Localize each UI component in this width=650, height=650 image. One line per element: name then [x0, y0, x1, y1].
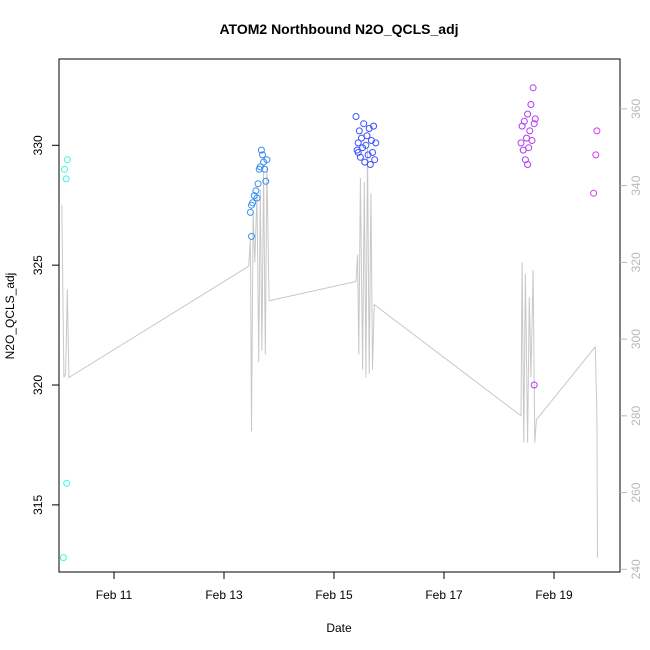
y-right-tick-label: 340	[629, 175, 643, 195]
data-point	[355, 127, 363, 135]
data-point	[531, 115, 539, 123]
data-point	[370, 122, 378, 130]
x-tick-label: Feb 15	[315, 588, 353, 602]
y-right-tick-label: 360	[629, 99, 643, 119]
data-point	[262, 177, 270, 185]
data-point	[593, 127, 601, 135]
y-left-tick-label: 315	[31, 495, 45, 515]
data-point	[517, 139, 525, 147]
data-point	[63, 156, 71, 164]
y-right-tick-label: 240	[629, 559, 643, 579]
data-point	[524, 161, 532, 168]
data-point	[372, 139, 380, 147]
x-tick-label: Feb 13	[205, 588, 243, 602]
data-point	[263, 156, 271, 164]
x-tick-label: Feb 11	[96, 588, 133, 602]
data-point	[248, 232, 255, 240]
data-point	[61, 165, 68, 173]
data-point	[354, 139, 362, 147]
plot-frame	[58, 58, 621, 573]
data-point	[253, 194, 261, 202]
data-point	[354, 149, 362, 156]
y-left-tick-label: 330	[31, 135, 45, 155]
data-point	[590, 189, 598, 197]
y-right-tick-label: 260	[629, 482, 643, 502]
data-point	[366, 161, 374, 168]
y-right-tick-label: 320	[629, 252, 643, 272]
x-axis-label: Date	[326, 621, 352, 635]
data-point	[63, 479, 71, 487]
y-left-tick-label: 320	[31, 375, 45, 395]
data-point	[246, 208, 254, 216]
y-axis-label: N2O_QCLS_adj	[3, 273, 17, 360]
data-point	[363, 132, 371, 140]
data-point	[530, 381, 538, 389]
data-point	[592, 151, 600, 159]
data-point	[525, 144, 533, 152]
data-point	[520, 117, 528, 125]
data-point	[371, 156, 379, 164]
line-series-layer	[61, 147, 598, 558]
data-point	[257, 146, 265, 154]
data-point	[362, 141, 370, 149]
x-tick-label: Feb 17	[425, 588, 463, 602]
point-series-layer	[59, 84, 601, 562]
grey-line-series	[61, 147, 598, 558]
data-point	[248, 201, 255, 209]
data-point	[530, 120, 538, 128]
data-point	[527, 101, 535, 108]
data-point	[369, 149, 376, 156]
data-point	[254, 180, 262, 188]
data-point	[62, 175, 70, 183]
axes-layer: Feb 11 Feb 13 Feb 15 Feb 17 Feb 19 315 320 325 3…	[31, 99, 643, 602]
y-left-tick-label: 325	[31, 255, 45, 275]
data-point	[59, 554, 67, 562]
chart-title: ATOM2 Northbound N2O_QCLS_adj	[219, 21, 458, 37]
y-right-tick-label: 280	[629, 406, 643, 426]
data-point	[524, 110, 532, 118]
data-point	[526, 127, 534, 135]
x-tick-label: Feb 19	[535, 588, 573, 602]
y-right-tick-label: 300	[629, 329, 643, 349]
data-point	[252, 187, 260, 195]
data-point	[528, 137, 536, 144]
data-point	[529, 84, 537, 92]
data-point	[360, 120, 368, 128]
data-point	[352, 113, 360, 120]
data-point	[261, 165, 269, 173]
data-point	[259, 151, 266, 159]
